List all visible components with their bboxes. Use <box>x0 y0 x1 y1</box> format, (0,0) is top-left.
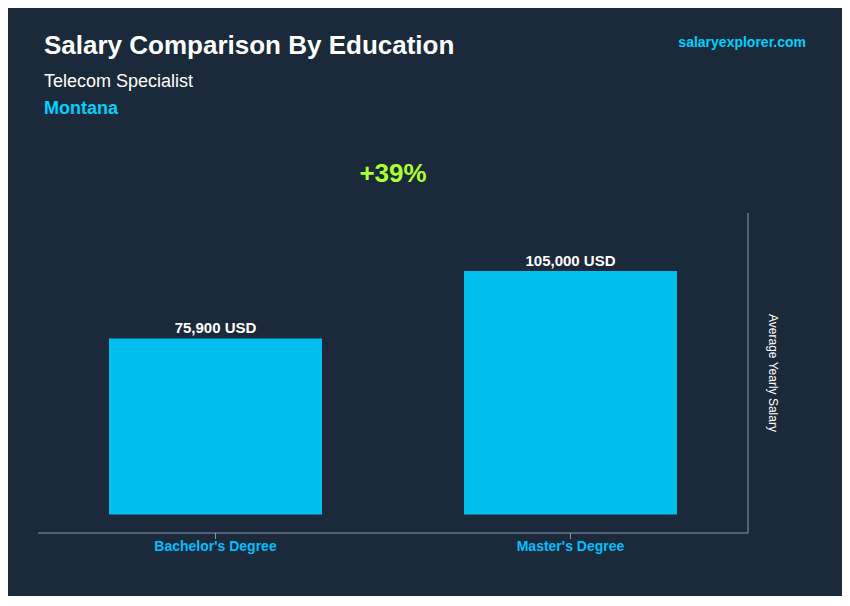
html-text:Telecom Specialist: Telecom Specialist <box>44 71 194 91</box>
html-text:Salary Comparison By Education: Salary Comparison By Education <box>44 30 455 60</box>
svg-text:Average Yearly Salary: Average Yearly Salary <box>766 314 780 432</box>
html-text:salaryexplorer.com: salaryexplorer.com <box>678 34 806 50</box>
html-text:Montana: Montana <box>44 98 118 118</box>
svg-text:Master's Degree: Master's Degree <box>517 538 625 554</box>
svg-text:Bachelor's Degree: Bachelor's Degree <box>154 538 277 554</box>
svg-text:75,900 USD: 75,900 USD <box>175 319 257 336</box>
svg-text:105,000 USD: 105,000 USD <box>525 252 615 269</box>
html-text:+39%: +39% <box>359 158 427 188</box>
